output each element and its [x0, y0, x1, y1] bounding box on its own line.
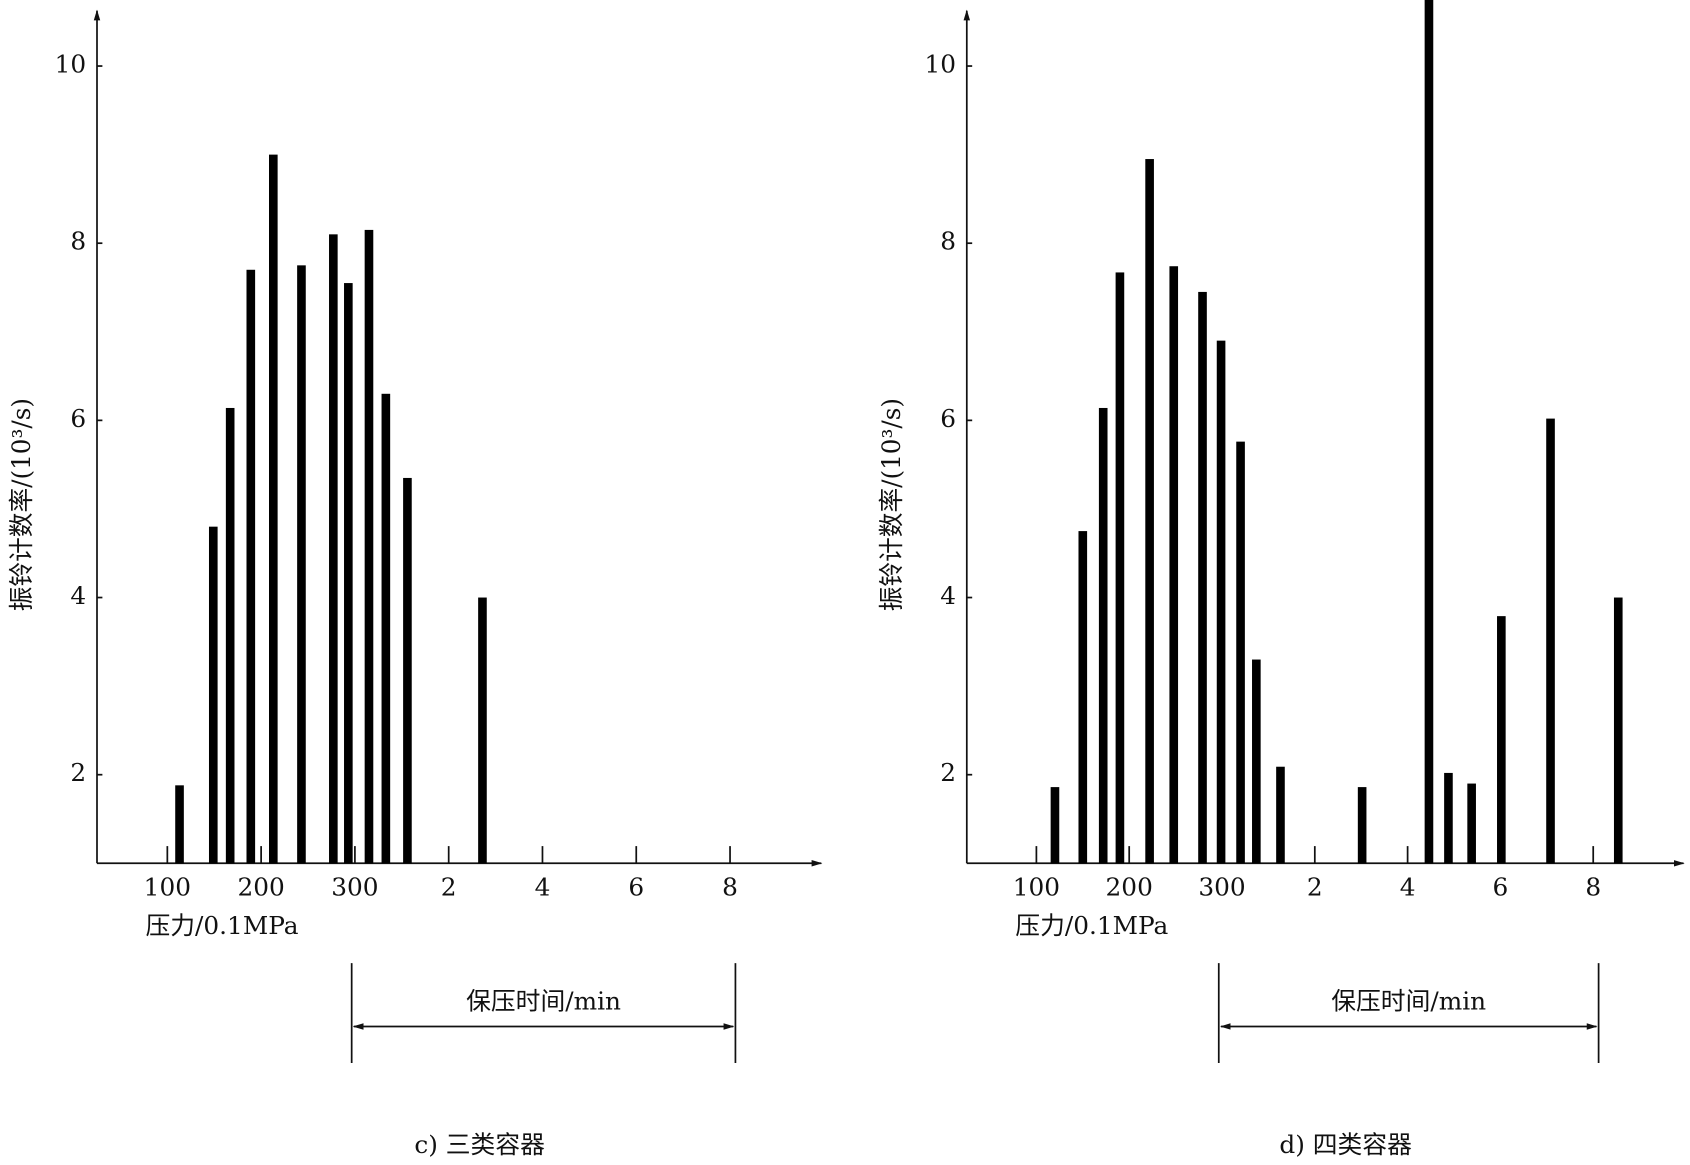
bar [1357, 787, 1367, 864]
bar [1444, 772, 1453, 864]
x-tick-label: 2 [441, 873, 457, 902]
bar [381, 393, 391, 864]
bar [175, 785, 184, 864]
x-tick-label: 8 [1585, 873, 1601, 902]
y-tick-label: 10 [924, 50, 956, 79]
bar [1098, 407, 1108, 864]
bar [1424, 0, 1434, 864]
y-tick-label: 2 [940, 758, 956, 787]
bar [1467, 783, 1476, 864]
bar [364, 229, 374, 864]
bar [1613, 597, 1623, 864]
y-tick-label: 8 [940, 227, 956, 256]
bar [1546, 418, 1555, 864]
x-tick-label: 8 [722, 873, 738, 902]
bar [344, 283, 353, 864]
x-tick-label: 200 [1106, 873, 1153, 902]
bar [1497, 616, 1506, 864]
bar [1236, 441, 1245, 864]
caption: c) 三类容器 [414, 1130, 545, 1159]
caption: d) 四类容器 [1279, 1130, 1412, 1159]
x-tick-label: 4 [535, 873, 551, 902]
y-tick-label: 6 [940, 404, 956, 433]
x-axis-label: 压力/0.1MPa [1015, 911, 1168, 940]
bar [297, 265, 306, 864]
bar [403, 477, 412, 864]
x-tick-label: 100 [1013, 873, 1060, 902]
y-tick-label: 2 [70, 758, 86, 787]
bar [1115, 272, 1125, 864]
x-axis-label: 压力/0.1MPa [146, 911, 299, 940]
bar [1078, 531, 1088, 864]
y-tick-label: 10 [55, 50, 87, 79]
y-axis-label: 振铃计数率/(10³/s) [7, 398, 36, 611]
bar [269, 154, 278, 864]
y-tick-label: 4 [940, 581, 956, 610]
y-axis-label: 振铃计数率/(10³/s) [877, 398, 906, 611]
y-tick-label: 6 [70, 404, 86, 433]
y-tick-label: 4 [70, 581, 86, 610]
x-tick-label: 6 [1493, 873, 1509, 902]
bar [1198, 291, 1207, 864]
bar [1169, 266, 1179, 864]
bar [208, 526, 218, 864]
bar [1252, 659, 1261, 864]
annotation: 保压时间/min [466, 986, 621, 1015]
bar [329, 234, 338, 864]
bar [478, 597, 487, 864]
y-tick-label: 8 [70, 227, 86, 256]
x-tick-label: 4 [1400, 873, 1416, 902]
annotation: 保压时间/min [1331, 986, 1486, 1015]
x-tick-label: 300 [331, 873, 378, 902]
x-tick-label: 300 [1198, 873, 1245, 902]
bar [1216, 340, 1226, 864]
bar [246, 269, 256, 864]
bar [1050, 787, 1060, 864]
x-tick-label: 200 [237, 873, 284, 902]
bar [1145, 159, 1154, 864]
x-tick-label: 2 [1307, 873, 1323, 902]
bar [1276, 766, 1285, 864]
bar [225, 407, 235, 864]
x-tick-label: 100 [144, 873, 191, 902]
x-tick-label: 6 [628, 873, 644, 902]
